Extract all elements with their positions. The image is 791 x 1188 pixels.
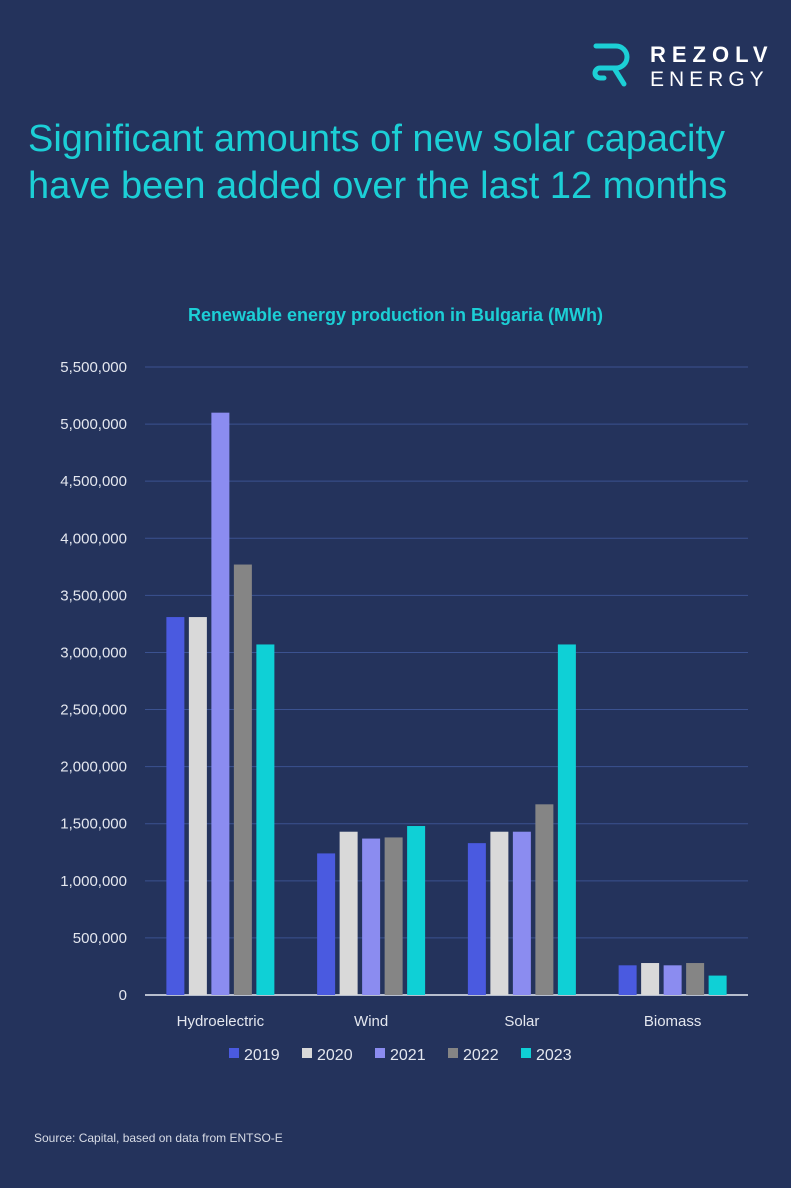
y-tick-label: 0 (119, 987, 127, 1004)
bar-solar-2020 (490, 831, 509, 995)
y-tick-label: 1,000,000 (60, 873, 127, 890)
legend-swatch (448, 1048, 458, 1058)
bar-wind-2022 (384, 837, 403, 995)
legend-item-2019: 2019 (229, 1047, 280, 1064)
source-note: Source: Capital, based on data from ENTS… (34, 1131, 283, 1145)
bar-biomass-2019 (618, 965, 637, 995)
bar-solar-2023 (557, 644, 576, 995)
y-tick-label: 1,500,000 (60, 816, 127, 833)
bar-biomass-2022 (686, 963, 705, 995)
bar-wind-2023 (407, 826, 426, 995)
bar-biomass-2021 (663, 965, 682, 995)
x-tick-label: Wind (354, 1013, 388, 1030)
legend-swatch (375, 1048, 385, 1058)
x-axis-labels: Hydroelectric Wind Solar Biomass (177, 1013, 702, 1030)
bar-biomass-2020 (641, 963, 660, 995)
bar-biomass-2023 (708, 975, 727, 995)
y-tick-label: 4,500,000 (60, 473, 127, 490)
legend: 2019 2020 2021 2022 2023 (229, 1047, 572, 1064)
bars (166, 412, 727, 995)
legend-item-2022: 2022 (448, 1047, 499, 1064)
y-tick-label: 5,000,000 (60, 416, 127, 433)
rezolv-energy-logo: REZOLV ENERGY (590, 38, 780, 94)
legend-item-2021: 2021 (375, 1047, 426, 1064)
x-tick-label: Biomass (644, 1013, 702, 1030)
bar-wind-2019 (317, 853, 336, 995)
chart-title: Renewable energy production in Bulgaria … (187, 305, 604, 325)
legend-swatch (302, 1048, 312, 1058)
rezolv-r-icon (592, 43, 630, 87)
bar-solar-2019 (467, 843, 486, 995)
y-tick-label: 2,500,000 (60, 702, 127, 719)
headline: Significant amounts of new solar capacit… (28, 118, 728, 207)
legend-swatch (521, 1048, 531, 1058)
y-tick-label: 5,500,000 (60, 359, 127, 376)
brand-subtitle: ENERGY (650, 68, 769, 91)
legend-label: 2022 (463, 1047, 499, 1064)
x-tick-label: Solar (504, 1013, 539, 1030)
legend-item-2020: 2020 (302, 1047, 353, 1064)
bar-hydroelectric-2023 (256, 644, 275, 995)
bar-hydroelectric-2020 (188, 617, 207, 995)
bar-hydroelectric-2022 (233, 564, 252, 995)
x-tick-label: Hydroelectric (177, 1013, 265, 1030)
bar-solar-2022 (535, 804, 554, 995)
bar-solar-2021 (512, 831, 531, 995)
bar-wind-2020 (339, 831, 358, 995)
y-tick-label: 500,000 (73, 930, 127, 947)
brand-name: REZOLV (650, 42, 774, 67)
bar-hydroelectric-2019 (166, 617, 185, 995)
legend-label: 2019 (244, 1047, 280, 1064)
bar-hydroelectric-2021 (211, 412, 230, 995)
legend-label: 2020 (317, 1047, 353, 1064)
bar-wind-2021 (362, 838, 381, 995)
legend-swatch (229, 1048, 239, 1058)
y-tick-label: 3,000,000 (60, 644, 127, 661)
y-tick-label: 4,000,000 (60, 530, 127, 547)
legend-label: 2021 (390, 1047, 426, 1064)
legend-item-2023: 2023 (521, 1047, 572, 1064)
legend-label: 2023 (536, 1047, 572, 1064)
y-axis-ticks: 0 500,000 1,000,000 1,500,000 2,000,000 2,500… (60, 359, 127, 1004)
y-tick-label: 2,000,000 (60, 759, 127, 776)
y-tick-label: 3,500,000 (60, 587, 127, 604)
bar-chart: 0 500,000 1,000,000 1,500,000 2,000,000 2,500… (60, 359, 748, 1064)
